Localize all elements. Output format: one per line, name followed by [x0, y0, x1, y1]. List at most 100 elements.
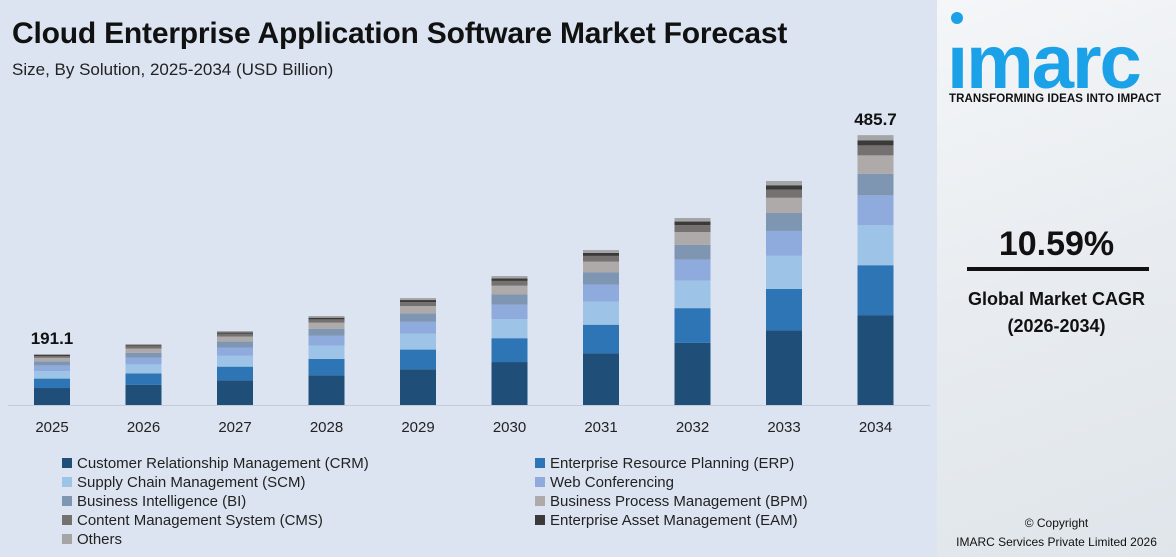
cagr-label: Global Market CAGR (2026-2034): [937, 286, 1176, 340]
info-panel: ımarc TRANSFORMING IDEAS INTO IMPACT 10.…: [937, 0, 1176, 557]
bar-segment-2034-0: [857, 315, 894, 405]
bar-segment-2027-8: [217, 330, 253, 333]
bar-segment-2027-1: [217, 366, 253, 381]
bar-segment-2025-8: [34, 354, 70, 355]
cagr-label-line1: Global Market CAGR: [967, 289, 1146, 309]
bar-segment-2031-4: [583, 272, 619, 285]
bar-segment-2026-3: [125, 357, 162, 365]
bar-segment-2031-1: [583, 324, 619, 354]
x-tick-label: 2032: [676, 419, 709, 436]
bar-segment-2031-6: [583, 255, 619, 262]
bar-segment-2027-6: [217, 333, 253, 337]
bar-segment-2026-4: [125, 352, 162, 358]
bar-segment-2030-7: [491, 278, 528, 281]
bar-segment-2030-2: [491, 319, 528, 339]
legend-label: Customer Relationship Management (CRM): [77, 455, 369, 472]
legend-label: Enterprise Resource Planning (ERP): [550, 455, 795, 472]
bar-segment-2030-5: [491, 285, 528, 295]
bar-segment-2034-6: [857, 145, 894, 156]
bar-segment-2028-8: [308, 315, 345, 318]
bar-segment-2034-4: [857, 173, 894, 196]
svg-text:ımarc: ımarc: [947, 20, 1141, 93]
legend-label: Others: [77, 531, 123, 548]
bar-segment-2033-8: [766, 180, 802, 186]
bar-segment-2027-3: [217, 347, 253, 356]
bar-segment-2025-7: [34, 354, 70, 356]
legend-swatch: [62, 515, 72, 525]
legend-item: Content Management System (CMS): [62, 512, 323, 529]
legend-label: Enterprise Asset Management (EAM): [550, 512, 798, 529]
divider: [967, 267, 1149, 271]
bar-segment-2027-0: [217, 380, 253, 405]
bar-segment-2029-8: [400, 298, 436, 301]
x-tick-label: 2027: [218, 419, 251, 436]
bar-segment-2032-6: [674, 225, 711, 233]
bar-segment-2026-0: [125, 384, 162, 405]
bar-segment-2025-0: [34, 388, 70, 405]
bar-segment-2034-5: [857, 155, 894, 174]
bar-segment-2034-2: [857, 225, 894, 266]
legend-swatch: [535, 458, 545, 468]
legend-item: Customer Relationship Management (CRM): [62, 455, 369, 472]
bar-segment-2027-5: [217, 336, 253, 342]
legend-swatch: [62, 477, 72, 487]
bar-segment-2028-6: [308, 319, 345, 323]
x-tick-label: 2030: [493, 419, 526, 436]
legend-label: Web Conferencing: [550, 474, 674, 491]
copyright-line: © Copyright: [1024, 516, 1089, 530]
bar-segment-2033-5: [766, 197, 802, 214]
bar-segment-2027-2: [217, 355, 253, 367]
bar-segment-2025-3: [34, 365, 70, 372]
bar-segment-2029-7: [400, 300, 436, 303]
bar-segment-2031-5: [583, 261, 619, 273]
bar-segment-2033-6: [766, 189, 802, 198]
bar-segment-2033-4: [766, 213, 802, 231]
bar-segment-2032-8: [674, 217, 711, 222]
legend-label: Content Management System (CMS): [77, 512, 323, 529]
bar-segment-2026-6: [125, 346, 162, 349]
bar-segment-2032-5: [674, 232, 711, 245]
bar-segment-2029-1: [400, 349, 436, 370]
bar-segment-2029-4: [400, 313, 436, 322]
bar-segment-2029-2: [400, 333, 436, 350]
legend-swatch: [535, 477, 545, 487]
legend-item: Enterprise Resource Planning (ERP): [535, 455, 794, 472]
bar-segment-2025-1: [34, 378, 70, 389]
chart-subtitle: Size, By Solution, 2025-2034 (USD Billio…: [12, 60, 334, 79]
legend-item: Business Intelligence (BI): [62, 493, 246, 510]
bar-segment-2033-7: [766, 185, 802, 190]
legend-item: Supply Chain Management (SCM): [62, 474, 305, 491]
legend-label: Business Intelligence (BI): [77, 493, 247, 510]
bar-segment-2029-5: [400, 306, 436, 314]
bar-segment-2030-3: [491, 304, 528, 320]
legend-label: Supply Chain Management (SCM): [77, 474, 306, 491]
bar-segment-2032-0: [674, 342, 711, 405]
legend-swatch: [62, 496, 72, 506]
x-tick-label: 2029: [401, 419, 434, 436]
bar-segment-2030-1: [491, 338, 528, 363]
copyright: © Copyright IMARC Services Private Limit…: [937, 514, 1176, 552]
bar-segment-2030-6: [491, 280, 528, 286]
bar-segment-2031-3: [583, 284, 619, 302]
bar-segment-2033-1: [766, 288, 802, 331]
bar-segment-2026-5: [125, 348, 162, 353]
bar-segment-2034-8: [857, 135, 894, 141]
bar-segment-2026-1: [125, 373, 162, 385]
bar-segment-2033-2: [766, 255, 802, 289]
bar-segment-2026-8: [125, 343, 162, 346]
bar-segment-2032-1: [674, 308, 711, 343]
bar-segment-2028-0: [308, 375, 345, 405]
bar-segment-2030-8: [491, 276, 528, 279]
bar-segment-2025-2: [34, 371, 70, 379]
bar-segment-2028-4: [308, 328, 345, 336]
x-tick-label: 2028: [310, 419, 343, 436]
imarc-logo: ımarc: [947, 12, 1143, 93]
bar-segment-2028-2: [308, 345, 345, 359]
total-label: 191.1: [31, 329, 74, 348]
chart-title: Cloud Enterprise Application Software Ma…: [12, 17, 788, 50]
x-tick-label: 2026: [127, 419, 160, 436]
x-tick-label: 2033: [767, 419, 800, 436]
bar-segment-2028-1: [308, 358, 345, 376]
bar-segment-2030-0: [491, 362, 528, 405]
bar-segment-2031-7: [583, 252, 619, 256]
